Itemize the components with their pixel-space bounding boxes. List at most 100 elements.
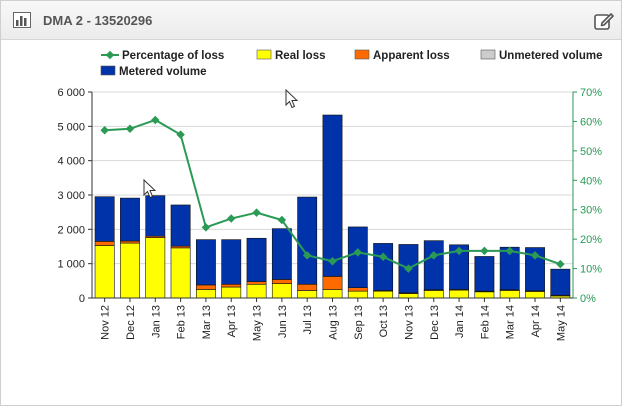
y-right-tick-label: 50% — [580, 146, 602, 158]
bar-segment — [347, 287, 368, 292]
loss-percentage-point — [404, 264, 413, 273]
legend-label: Apparent loss — [373, 50, 450, 62]
legend-swatch — [100, 65, 116, 76]
legend-swatch — [256, 49, 272, 60]
bar-segment — [94, 196, 115, 242]
bar-segment — [474, 291, 495, 299]
bar-segment — [322, 114, 343, 277]
x-tick-label: Apr 13 — [226, 305, 238, 337]
bar-segment — [398, 293, 419, 299]
legend-label: Percentage of loss — [122, 50, 224, 62]
bar-segment — [271, 228, 292, 280]
x-tick-label: Aug 13 — [328, 305, 340, 340]
x-tick-label: Mar 14 — [505, 305, 517, 339]
legend-swatch — [354, 49, 370, 60]
bar-segment — [550, 268, 571, 296]
legend-line-marker — [105, 50, 115, 60]
bar-segment — [423, 290, 444, 299]
bar-segment — [322, 276, 343, 290]
loss-percentage-point — [378, 252, 388, 262]
bar-segment — [196, 289, 216, 299]
x-tick-label: Dec 13 — [429, 305, 441, 340]
mouse-pointer-icon — [285, 89, 299, 109]
loss-percentage-point — [480, 246, 489, 256]
x-tick-label: Apr 14 — [530, 305, 542, 337]
loss-percentage-point — [454, 246, 464, 256]
bar-segment — [196, 239, 216, 286]
bar-segment — [297, 196, 318, 285]
bar-segment — [297, 290, 318, 299]
y-left-tick-label: 3 000 — [57, 190, 85, 202]
bar-segment — [373, 243, 394, 291]
loss-percentage-point — [353, 248, 363, 257]
bar-segment — [221, 283, 242, 288]
y-right-tick-label: 60% — [580, 116, 602, 128]
x-tick-label: Sep 13 — [353, 305, 365, 340]
bar-segment — [94, 241, 115, 246]
bar-segment — [246, 283, 267, 299]
legend-label: Unmetered volume — [499, 50, 603, 62]
bar-segment — [170, 247, 191, 299]
bar-segment — [271, 279, 292, 284]
bar-segment — [423, 240, 444, 291]
legend-label: Metered volume — [119, 66, 207, 78]
bar-segment — [196, 284, 216, 290]
y-right-tick-label: 20% — [580, 234, 602, 246]
y-left-tick-label: 6 000 — [57, 87, 85, 99]
loss-percentage-point — [429, 251, 439, 260]
legend-label: Real loss — [275, 50, 326, 62]
bar-chart-icon — [13, 12, 31, 28]
bar-segment — [474, 256, 495, 292]
x-tick-label: May 14 — [555, 305, 567, 341]
y-left-tick-label: 2 000 — [57, 224, 85, 236]
x-tick-label: Mar 13 — [201, 305, 213, 339]
y-right-tick-label: 40% — [580, 175, 602, 187]
loss-percentage-point — [176, 130, 185, 139]
x-tick-label: Dec 12 — [125, 305, 137, 340]
panel-title: DMA 2 - 13520296 — [43, 13, 153, 28]
y-left-tick-label: 0 — [79, 293, 85, 305]
x-tick-label: Feb 13 — [176, 305, 188, 339]
loss-percentage-point — [252, 208, 261, 217]
y-right-tick-label: 10% — [580, 264, 602, 276]
x-tick-label: May 13 — [252, 305, 264, 341]
y-left-tick-label: 5 000 — [57, 121, 85, 133]
loss-percentage-point — [125, 124, 135, 134]
loss-percentage-point — [201, 223, 211, 232]
panel-header: DMA 2 - 13520296 — [1, 1, 621, 40]
x-tick-label: Jun 13 — [277, 305, 289, 338]
bar-segment — [449, 289, 469, 299]
bar-segment — [120, 197, 140, 242]
bar-segment — [449, 244, 469, 290]
bar-segment — [347, 290, 368, 299]
loss-percentage-point — [100, 126, 109, 135]
y-left-tick-label: 1 000 — [57, 259, 85, 271]
bar-segment — [246, 237, 267, 282]
edit-icon[interactable] — [593, 10, 615, 32]
loss-percentage-point — [226, 214, 236, 223]
loss-percentage-point — [556, 259, 565, 269]
bar-segment — [170, 204, 191, 247]
loss-percentage-point — [277, 215, 287, 225]
bar-segment — [145, 195, 166, 237]
x-tick-label: Nov 13 — [403, 305, 415, 340]
x-tick-label: Feb 14 — [479, 305, 491, 339]
y-right-tick-label: 0% — [580, 293, 596, 305]
bar-segment — [525, 291, 545, 299]
x-tick-label: Jan 14 — [454, 305, 466, 338]
loss-chart: 0 1 000 2 000 3 000 4 000 5 000 6 000 0% 10% 20% 3… — [57, 49, 603, 341]
bar-segment — [120, 240, 140, 244]
bar-segment — [94, 245, 115, 299]
x-tick-label: Nov 12 — [100, 305, 112, 340]
legend-swatch — [480, 49, 496, 60]
y-right-tick-label: 30% — [580, 205, 602, 217]
bar-segment — [221, 286, 242, 299]
bar-segment — [499, 290, 520, 299]
x-tick-label: Oct 13 — [378, 305, 390, 337]
bar-segment — [221, 239, 242, 285]
loss-percentage-point — [505, 246, 514, 256]
bar-segment — [246, 281, 267, 285]
bar-segment — [347, 226, 368, 288]
x-tick-label: Jul 13 — [302, 305, 314, 334]
y-left-tick-label: 4 000 — [57, 156, 85, 168]
